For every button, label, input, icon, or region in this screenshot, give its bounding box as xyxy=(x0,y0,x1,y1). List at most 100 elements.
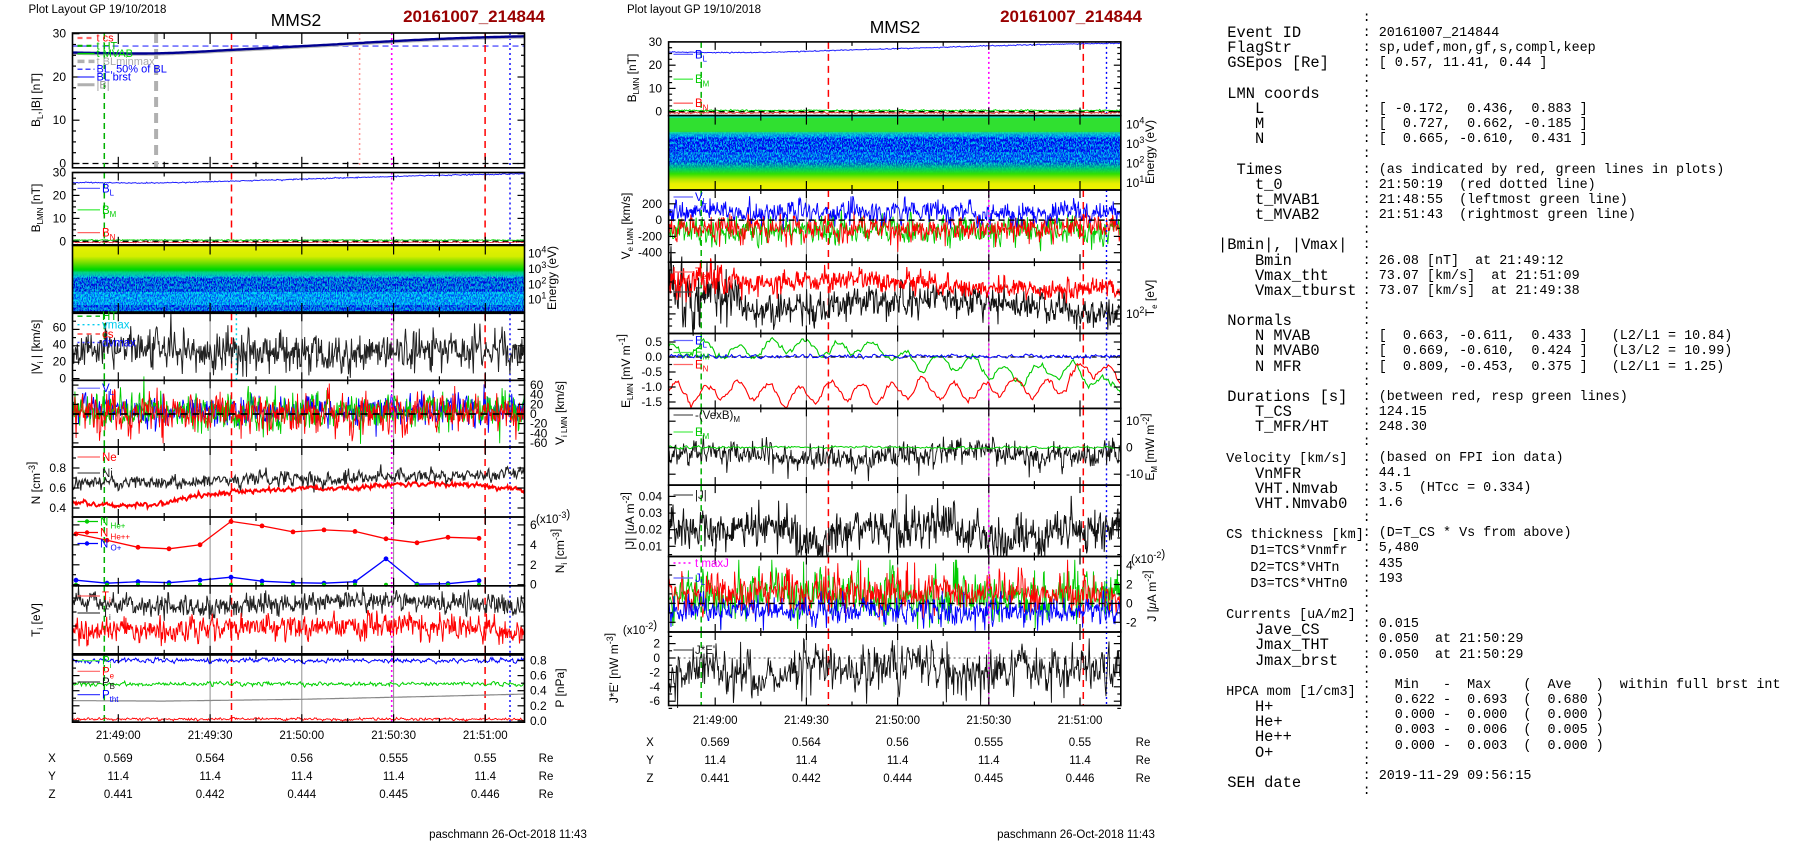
svg-text:BLMN [nT]: BLMN [nT] xyxy=(29,184,45,233)
svg-text:20161007_214844: 20161007_214844 xyxy=(1000,7,1142,26)
svg-text:20: 20 xyxy=(53,70,67,84)
svg-text:21:51:00: 21:51:00 xyxy=(1058,715,1103,727)
svg-text:Energy (eV): Energy (eV) xyxy=(545,246,559,310)
svg-text:0.441: 0.441 xyxy=(104,789,133,801)
svg-text:(x10-2): (x10-2) xyxy=(1131,549,1165,566)
svg-text:Ve LMN [km/s]: Ve LMN [km/s] xyxy=(619,193,635,260)
svg-text:0: 0 xyxy=(655,105,662,119)
svg-text:-60: -60 xyxy=(530,436,548,450)
svg-text:0.6: 0.6 xyxy=(530,669,547,683)
svg-text:Re: Re xyxy=(539,753,554,765)
svg-text:EM [mW m-2]: EM [mW m-2] xyxy=(1138,413,1159,480)
svg-text:0: 0 xyxy=(530,578,537,592)
svg-text:Y: Y xyxy=(48,771,56,783)
svg-text:0.442: 0.442 xyxy=(196,789,225,801)
svg-text:Re: Re xyxy=(1136,737,1151,749)
svg-text:Re: Re xyxy=(1136,755,1151,767)
svg-text:21:50:00: 21:50:00 xyxy=(279,730,324,742)
svg-text:Y: Y xyxy=(646,755,654,767)
svg-text:Re: Re xyxy=(539,771,554,783)
svg-text:11.4: 11.4 xyxy=(108,771,130,783)
svg-text:0.569: 0.569 xyxy=(701,737,730,749)
svg-text:104: 104 xyxy=(1126,116,1144,132)
svg-text:0.564: 0.564 xyxy=(792,737,821,749)
svg-text:|J|: |J| xyxy=(695,490,707,502)
svg-text:0.8: 0.8 xyxy=(530,654,547,668)
svg-text:60: 60 xyxy=(530,378,544,392)
svg-text:-2: -2 xyxy=(1126,615,1137,629)
svg-text:0.444: 0.444 xyxy=(287,789,316,801)
svg-text:20161007_214844: 20161007_214844 xyxy=(403,7,545,26)
svg-text:Re: Re xyxy=(539,789,554,801)
svg-text:10: 10 xyxy=(53,211,67,225)
svg-text:102: 102 xyxy=(1126,305,1144,321)
svg-text:101: 101 xyxy=(528,291,546,307)
svg-text:20: 20 xyxy=(649,58,663,72)
svg-text:t MVAB: t MVAB xyxy=(97,48,133,60)
svg-text:11.4: 11.4 xyxy=(291,771,313,783)
svg-text:Ptht: Ptht xyxy=(102,690,119,704)
svg-text:0.2: 0.2 xyxy=(530,699,547,713)
svg-text:0: 0 xyxy=(59,234,66,248)
svg-text:0.555: 0.555 xyxy=(379,753,408,765)
svg-text:0.8: 0.8 xyxy=(49,461,66,475)
svg-text:21:49:00: 21:49:00 xyxy=(96,730,141,742)
svg-text:-4: -4 xyxy=(649,680,660,694)
svg-text:102: 102 xyxy=(1126,155,1144,171)
svg-text:BL, 50% of BL: BL, 50% of BL xyxy=(97,64,167,76)
svg-text:4: 4 xyxy=(530,538,537,552)
svg-text:-2: -2 xyxy=(649,665,660,679)
svg-text:Ne: Ne xyxy=(102,452,117,464)
svg-text:0.55: 0.55 xyxy=(474,753,496,765)
svg-text:0.4: 0.4 xyxy=(49,501,66,515)
svg-text:P [nPa]: P [nPa] xyxy=(553,668,567,707)
svg-text:11.4: 11.4 xyxy=(199,771,221,783)
svg-text:11.4: 11.4 xyxy=(1069,755,1091,767)
svg-text:21:51:00: 21:51:00 xyxy=(463,730,508,742)
svg-text:BL: BL xyxy=(695,49,708,63)
svg-text:4: 4 xyxy=(1126,559,1133,573)
svg-text:21:50:30: 21:50:30 xyxy=(371,730,416,742)
svg-text:Ti [eV]: Ti [eV] xyxy=(29,603,45,637)
svg-text:cs: cs xyxy=(102,329,114,341)
svg-text:10: 10 xyxy=(53,113,67,127)
svg-text:11.4: 11.4 xyxy=(383,771,405,783)
svg-text:0.555: 0.555 xyxy=(974,737,1003,749)
svg-text:30: 30 xyxy=(53,166,67,180)
svg-text:0.446: 0.446 xyxy=(1066,773,1095,785)
svg-text:-1.0: -1.0 xyxy=(641,380,662,394)
svg-text:0.0: 0.0 xyxy=(645,350,662,364)
svg-text:21:49:30: 21:49:30 xyxy=(188,730,233,742)
svg-text:103: 103 xyxy=(1126,135,1144,151)
svg-text:BM: BM xyxy=(695,74,709,88)
svg-text:dvmax: dvmax xyxy=(102,338,136,350)
svg-text:6: 6 xyxy=(530,518,537,532)
svg-text:20: 20 xyxy=(53,355,67,369)
svg-text:0: 0 xyxy=(1126,441,1133,455)
svg-text:MMS2: MMS2 xyxy=(271,10,322,30)
svg-text:vmax: vmax xyxy=(102,320,130,332)
svg-text:21:49:30: 21:49:30 xyxy=(784,715,829,727)
svg-text:BLMN [nT]: BLMN [nT] xyxy=(625,54,641,103)
svg-text:|B|: |B| xyxy=(97,79,110,91)
svg-text:J*E' [nW m-3]: J*E' [nW m-3] xyxy=(602,633,621,703)
svg-text:0.6: 0.6 xyxy=(49,481,66,495)
svg-text:t maxJ: t maxJ xyxy=(695,558,729,570)
svg-text:Ni [cm-3]: Ni [cm-3] xyxy=(548,529,569,573)
svg-text:Energy (eV): Energy (eV) xyxy=(1143,120,1157,184)
svg-text:(x10-2): (x10-2) xyxy=(623,620,657,637)
svg-text:21:50:30: 21:50:30 xyxy=(966,715,1011,727)
svg-text:J [μA m-2]: J [μA m-2] xyxy=(1140,570,1159,621)
svg-text:102: 102 xyxy=(528,275,546,291)
svg-text:BL,|B| [nT]: BL,|B| [nT] xyxy=(29,73,45,127)
svg-text:ELMN [mV m-1]: ELMN [mV m-1] xyxy=(614,334,635,408)
svg-text:0.446: 0.446 xyxy=(471,789,500,801)
svg-text:-1.5: -1.5 xyxy=(641,395,662,409)
svg-text:0.56: 0.56 xyxy=(886,737,908,749)
svg-text:0.56: 0.56 xyxy=(291,753,313,765)
svg-text:101: 101 xyxy=(1126,174,1144,190)
svg-text:0.444: 0.444 xyxy=(883,773,912,785)
svg-text:Te [eV]: Te [eV] xyxy=(1143,280,1159,316)
svg-text:2: 2 xyxy=(653,637,660,651)
svg-text:0.55: 0.55 xyxy=(1069,737,1091,749)
